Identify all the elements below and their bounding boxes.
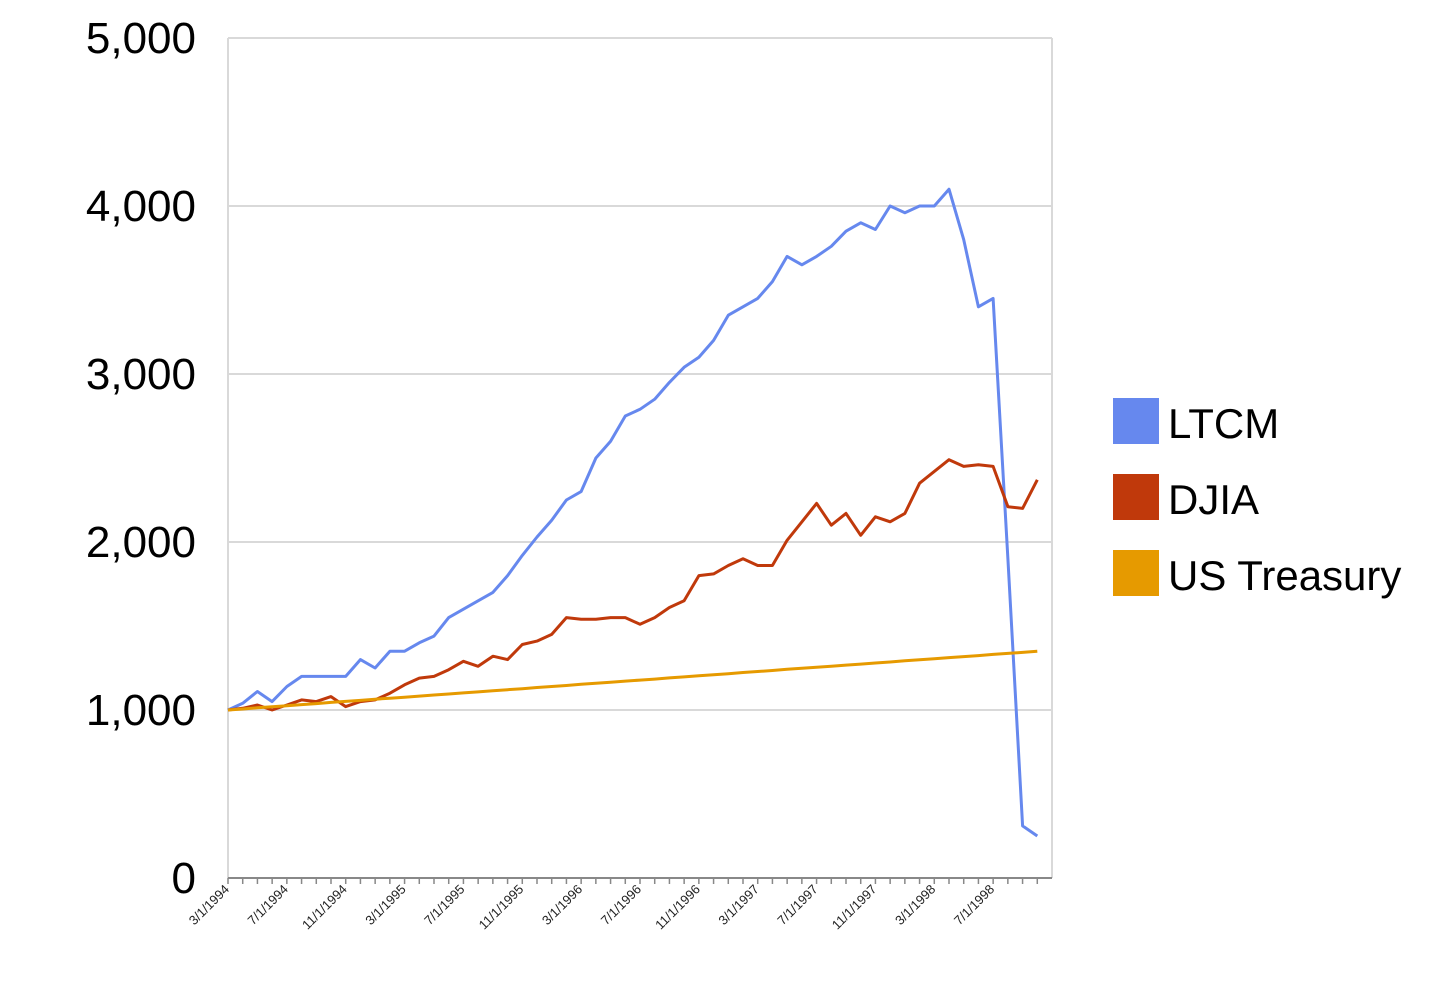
y-tick-label: 2,000 xyxy=(86,518,196,567)
legend-label: US Treasury xyxy=(1168,552,1401,599)
x-tick-label: 3/1/1996 xyxy=(539,882,585,928)
x-tick-label: 7/1/1997 xyxy=(774,882,820,928)
legend-swatch xyxy=(1113,398,1159,444)
series-line xyxy=(227,649,1038,712)
x-tick-label: 11/1/1997 xyxy=(829,882,880,933)
x-tick-label: 3/1/1995 xyxy=(362,882,408,928)
x-tick-label: 3/1/1998 xyxy=(892,882,938,928)
y-tick-label: 0 xyxy=(172,854,196,903)
x-tick-label: 7/1/1995 xyxy=(421,882,467,928)
legend-swatch xyxy=(1113,474,1159,520)
y-tick-label: 1,000 xyxy=(86,686,196,735)
x-tick-label: 11/1/1996 xyxy=(652,882,703,933)
y-tick-label: 4,000 xyxy=(86,182,196,231)
x-tick-label: 7/1/1998 xyxy=(951,882,997,928)
y-tick-label: 5,000 xyxy=(86,14,196,63)
x-tick-label: 3/1/1997 xyxy=(715,882,761,928)
x-tick-label: 7/1/1994 xyxy=(245,882,291,928)
x-tick-label: 11/1/1995 xyxy=(476,882,527,933)
x-tick-label: 11/1/1994 xyxy=(299,882,350,933)
legend-label: DJIA xyxy=(1168,476,1259,523)
series-line xyxy=(227,187,1039,838)
x-tick-label: 7/1/1996 xyxy=(598,882,644,928)
legend-swatch xyxy=(1113,550,1159,596)
legend-label: LTCM xyxy=(1168,400,1279,447)
y-tick-label: 3,000 xyxy=(86,350,196,399)
